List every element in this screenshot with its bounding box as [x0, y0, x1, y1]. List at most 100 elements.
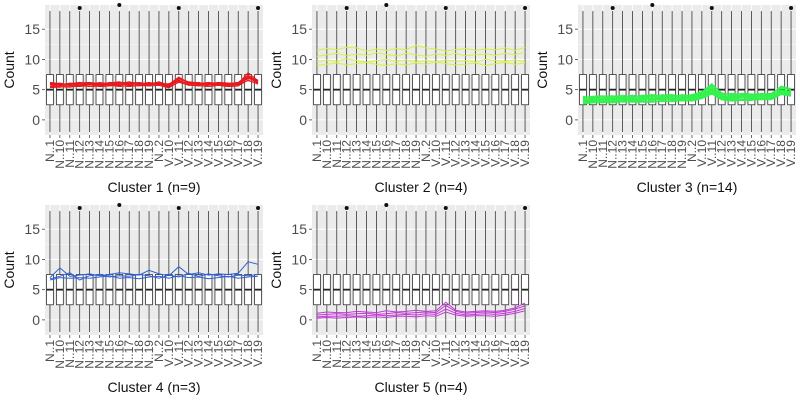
y-tick-label: 10 [24, 251, 40, 267]
boxplot-outlier [650, 3, 655, 7]
x-tick-label: N..10 [586, 140, 600, 169]
x-tick-label: V..19 [518, 340, 532, 367]
x-tick-label: V..10 [429, 340, 443, 367]
panel-background [312, 5, 530, 135]
boxplot-outlier [789, 6, 794, 11]
x-tick-label: V..12 [182, 340, 196, 367]
x-tick-label: V..16 [221, 140, 235, 167]
x-tick-label: V..10 [429, 140, 443, 167]
x-tick-label: N..19 [142, 140, 156, 169]
x-tick-label: N..13 [83, 140, 97, 169]
x-tick-label: N..15 [369, 140, 383, 169]
x-tick-label: N..17 [655, 140, 669, 169]
boxplot-outlier [384, 203, 389, 207]
series-line-3 [49, 275, 259, 281]
boxplot-outlier [256, 206, 261, 211]
y-tick-label: 10 [291, 251, 307, 267]
x-tick-label: N..18 [399, 340, 413, 369]
x-tick-label: V..19 [251, 340, 265, 367]
x-tick-label: N..17 [389, 340, 403, 369]
x-tick-label: V..14 [202, 340, 216, 367]
x-tick-label: N..10 [53, 340, 67, 369]
boxplot-outlier [117, 203, 122, 207]
panel-title: Cluster 2 (n=4) [375, 179, 468, 195]
x-tick-label: N..18 [399, 140, 413, 169]
series-line-9 [49, 75, 259, 86]
x-tick-label: V..18 [241, 340, 255, 367]
x-tick-label: N..18 [665, 140, 679, 169]
chart-panel-1: 0 5 10 15 N..1N..10N..11N..12N..13N..14N..15… [1, 3, 265, 195]
panel-title: Cluster 3 (n=14) [637, 179, 738, 195]
y-tick-label: 15 [291, 221, 307, 237]
x-tick-label: N..16 [112, 140, 126, 169]
x-tick-label: N..11 [330, 140, 344, 168]
x-tick-label: V..11 [439, 140, 453, 166]
x-tick-label: N..12 [73, 140, 87, 169]
series-line-4 [316, 310, 526, 319]
x-tick-label: V..12 [449, 140, 463, 167]
x-tick-label: V..16 [754, 140, 768, 167]
y-tick-label: 0 [299, 112, 307, 128]
x-tick-label: N..11 [596, 140, 610, 168]
x-tick-label: N..15 [369, 340, 383, 369]
x-tick-label: N..16 [379, 140, 393, 169]
y-axis-title: Count [1, 51, 17, 88]
x-tick-label: N..11 [63, 140, 77, 168]
boxplot-outlier [523, 6, 528, 11]
x-tick-label: N..2 [419, 340, 433, 362]
x-tick-label: V..15 [211, 140, 225, 167]
x-tick-label: N..11 [330, 340, 344, 368]
panel-background [312, 205, 530, 335]
x-tick-label: N..13 [350, 140, 364, 169]
series-line-1 [316, 301, 526, 314]
x-tick-label: V..10 [695, 140, 709, 167]
y-tick-label: 0 [565, 112, 573, 128]
x-tick-label: V..12 [182, 140, 196, 167]
x-tick-label: N..19 [409, 340, 423, 369]
y-tick-label: 5 [565, 82, 573, 98]
x-tick-label: V..14 [202, 140, 216, 167]
series-line-13 [582, 88, 792, 101]
boxplot-outlier [443, 206, 448, 211]
x-tick-label: N..1 [310, 140, 324, 162]
x-tick-label: N..13 [350, 340, 364, 369]
series-line-2 [316, 51, 526, 57]
chart-panel-2: 0 5 10 15 N..1N..10N..11N..12N..13N..14N..15… [268, 3, 532, 195]
x-tick-label: N..2 [152, 140, 166, 162]
boxplot-outlier [344, 6, 349, 11]
x-tick-label: V..18 [508, 140, 522, 167]
x-tick-label: N..2 [152, 340, 166, 362]
x-tick-label: N..1 [576, 140, 590, 162]
x-tick-label: V..16 [488, 140, 502, 167]
x-tick-label: N..15 [102, 140, 116, 169]
x-tick-label: N..10 [320, 340, 334, 369]
x-tick-label: N..1 [43, 340, 57, 362]
series-line-2 [316, 304, 526, 316]
y-axis-title: Count [268, 51, 284, 88]
panel-title: Cluster 1 (n=9) [108, 179, 201, 195]
chart-panel-3: 0 5 10 15 N..1N..10N..11N..12N..13N..14N..15… [534, 3, 798, 195]
x-tick-label: N..14 [360, 140, 374, 169]
x-tick-label: N..13 [83, 340, 97, 369]
x-tick-label: V..14 [469, 140, 483, 167]
x-tick-label: N..14 [360, 340, 374, 369]
x-tick-label: V..18 [241, 140, 255, 167]
x-tick-label: V..17 [231, 140, 245, 167]
x-tick-label: V..17 [231, 340, 245, 367]
chart-panel-4: 0 5 10 15 N..1N..10N..11N..12N..13N..14N..15… [1, 203, 265, 395]
series-line-8 [50, 79, 259, 89]
x-tick-label: V..14 [469, 340, 483, 367]
x-tick-label: V..13 [725, 140, 739, 167]
y-tick-label: 10 [24, 51, 40, 67]
x-tick-label: N..18 [132, 340, 146, 369]
x-tick-label: V..12 [449, 340, 463, 367]
x-tick-label: V..17 [764, 140, 778, 167]
x-tick-label: V..11 [172, 340, 186, 366]
x-tick-label: V..16 [221, 340, 235, 367]
series-line-3 [316, 58, 526, 63]
x-tick-label: V..13 [192, 340, 206, 367]
x-tick-label: V..19 [518, 140, 532, 167]
x-tick-label: N..12 [73, 340, 87, 369]
panel-title: Cluster 5 (n=4) [375, 379, 468, 395]
boxplot-outlier [117, 3, 122, 7]
